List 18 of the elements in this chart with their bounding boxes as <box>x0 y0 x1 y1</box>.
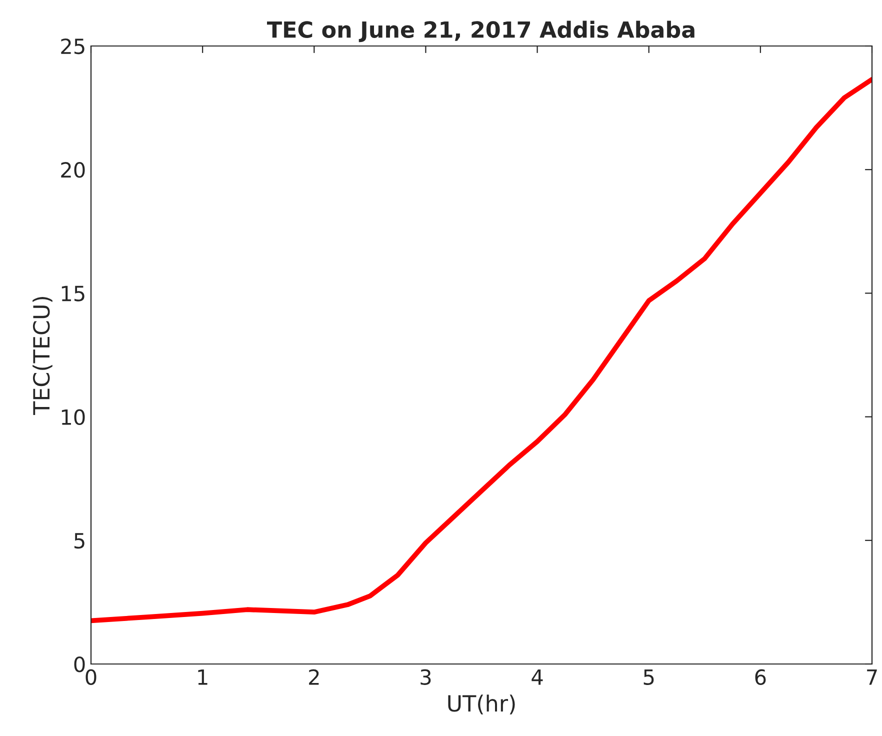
y-tick-label: 25 <box>61 38 84 54</box>
x-tick-label: 3 <box>420 669 431 685</box>
x-tick-label: 1 <box>198 670 208 685</box>
x-tick-label: 0 <box>86 669 96 685</box>
y-tick-label: 5 <box>74 533 84 549</box>
x-tick-label: 2 <box>309 669 319 685</box>
y-tick-label: 10 <box>62 409 85 426</box>
line-series <box>91 76 872 624</box>
y-tick-label: 15 <box>62 286 84 302</box>
x-tick-label: 7 <box>867 670 877 685</box>
y-axis-title: TEC(TECU) <box>32 296 52 415</box>
chart-title: TEC on June 21, 2017 Addis Ababa <box>267 20 694 42</box>
x-tick-label: 6 <box>755 669 766 685</box>
x-axis-title: UT(hr) <box>448 694 515 714</box>
x-tick-label: 4 <box>532 670 543 685</box>
x-tick-label: 5 <box>644 670 654 685</box>
y-tick-label: 0 <box>74 656 85 672</box>
y-tick-label: 20 <box>61 162 85 178</box>
